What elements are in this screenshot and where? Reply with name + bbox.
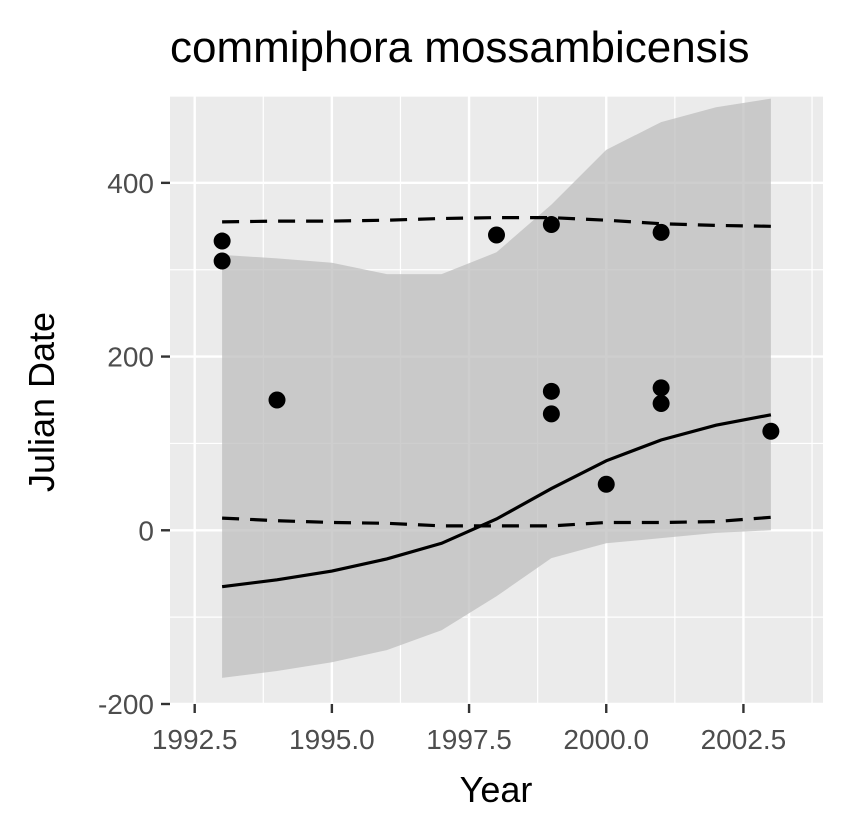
data-point [762, 422, 780, 440]
y-tick-label: 400 [107, 168, 154, 199]
confidence-band [222, 98, 771, 678]
x-tick-label: 1995.0 [289, 724, 375, 755]
y-tick-label: -200 [98, 689, 154, 720]
data-point [542, 216, 560, 234]
x-tick-label: 2000.0 [563, 724, 649, 755]
fitted-lines [221, 216, 772, 589]
x-tick-label: 1997.5 [426, 724, 512, 755]
lower-quantile-line [222, 515, 772, 528]
x-axis: 1992.5 1995.0 1997.5 2000.0 2002.5 [152, 704, 786, 755]
data-point [542, 405, 560, 423]
x-axis-title: Year [460, 769, 533, 810]
data-point [488, 226, 505, 244]
data-point [597, 475, 615, 493]
fit-line [221, 413, 772, 589]
y-tick-label: 0 [138, 515, 154, 546]
data-point [652, 379, 670, 397]
y-axis-title: Julian Date [21, 312, 62, 492]
data-points [213, 216, 780, 493]
data-point [268, 391, 286, 409]
data-point [652, 223, 670, 241]
data-point [542, 382, 560, 400]
upper-quantile-line [222, 216, 771, 228]
confidence-ribbon [222, 98, 771, 678]
data-point [652, 394, 670, 412]
y-tick-label: 200 [107, 342, 154, 373]
data-point [213, 232, 231, 250]
y-axis: -200 0 200 400 [98, 168, 170, 720]
data-point [213, 252, 231, 270]
chart-title: commiphora mossambicensis [170, 23, 750, 72]
x-tick-label: 1992.5 [152, 724, 238, 755]
x-tick-label: 2002.5 [701, 724, 787, 755]
